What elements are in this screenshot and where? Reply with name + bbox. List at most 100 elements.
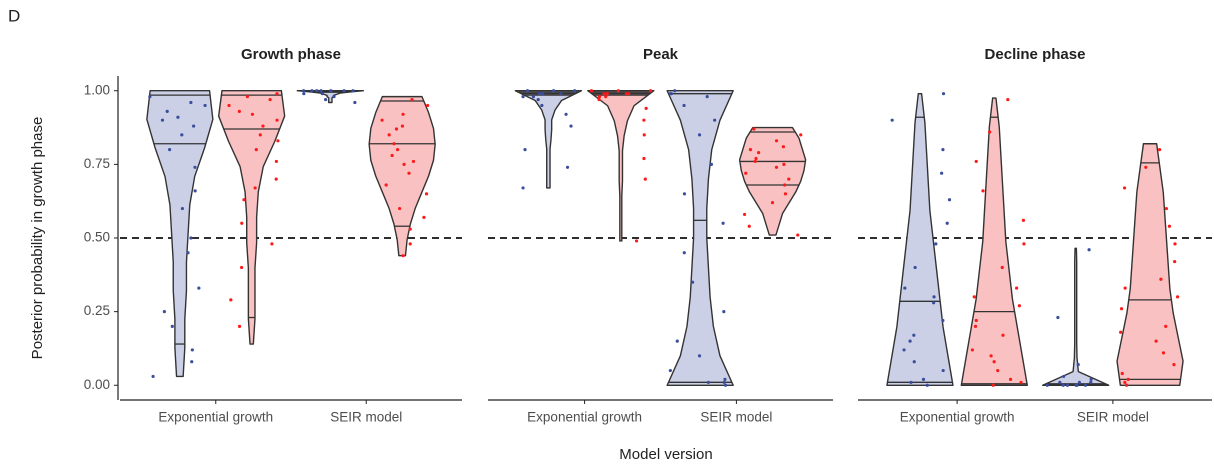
point bbox=[315, 89, 319, 93]
point bbox=[193, 189, 197, 193]
violin bbox=[666, 90, 734, 386]
point bbox=[342, 89, 346, 93]
point bbox=[250, 112, 255, 116]
point bbox=[753, 159, 757, 164]
point bbox=[752, 127, 756, 131]
violin bbox=[738, 126, 807, 236]
point bbox=[644, 106, 648, 110]
point bbox=[973, 324, 978, 328]
point bbox=[945, 221, 949, 225]
panel-label: D bbox=[8, 6, 20, 25]
point bbox=[722, 310, 726, 314]
y-tick-label: 0.50 bbox=[84, 230, 110, 245]
point bbox=[1123, 286, 1127, 290]
point bbox=[186, 251, 190, 255]
point bbox=[390, 153, 394, 158]
point bbox=[589, 89, 594, 93]
point bbox=[981, 189, 985, 193]
point bbox=[193, 165, 197, 169]
x-tick-label: Exponential growth bbox=[158, 410, 273, 425]
point bbox=[721, 221, 725, 225]
point bbox=[521, 186, 525, 190]
point bbox=[1074, 383, 1078, 387]
point bbox=[992, 360, 996, 364]
point bbox=[398, 206, 402, 211]
point bbox=[1120, 371, 1124, 376]
violin bbox=[368, 95, 436, 257]
point bbox=[996, 368, 1000, 373]
point bbox=[275, 118, 279, 122]
point bbox=[783, 192, 788, 196]
violin bbox=[217, 90, 286, 345]
point bbox=[713, 118, 717, 122]
point bbox=[697, 133, 702, 137]
point bbox=[1006, 97, 1010, 102]
point bbox=[240, 221, 244, 225]
point bbox=[525, 89, 530, 93]
point bbox=[1173, 242, 1177, 246]
point bbox=[941, 368, 945, 373]
point bbox=[1119, 307, 1124, 311]
point bbox=[1154, 339, 1158, 343]
point bbox=[253, 186, 257, 190]
x-tick-label: SEIR model bbox=[330, 410, 402, 425]
point bbox=[597, 97, 601, 102]
point bbox=[237, 324, 242, 328]
point bbox=[912, 333, 916, 337]
point bbox=[523, 148, 527, 152]
point bbox=[190, 360, 194, 364]
point bbox=[934, 242, 938, 246]
point bbox=[974, 159, 978, 164]
point bbox=[426, 103, 430, 108]
point bbox=[148, 95, 152, 99]
point bbox=[242, 198, 246, 202]
point bbox=[940, 171, 944, 175]
point bbox=[407, 171, 411, 175]
point bbox=[165, 109, 169, 113]
point bbox=[757, 150, 761, 155]
point bbox=[1173, 259, 1177, 264]
point bbox=[1126, 377, 1130, 381]
point bbox=[422, 215, 426, 219]
point bbox=[921, 377, 926, 381]
point bbox=[947, 198, 952, 202]
point bbox=[274, 159, 278, 164]
point bbox=[392, 142, 396, 146]
point bbox=[648, 89, 653, 93]
point bbox=[597, 95, 602, 99]
point bbox=[624, 92, 628, 96]
point bbox=[912, 360, 916, 364]
point bbox=[1089, 380, 1093, 384]
y-tick-label: 0.25 bbox=[84, 303, 110, 318]
point bbox=[551, 89, 556, 93]
point bbox=[691, 280, 695, 284]
point bbox=[189, 236, 193, 240]
point bbox=[353, 100, 357, 105]
point bbox=[401, 112, 405, 116]
point bbox=[643, 177, 647, 181]
point bbox=[387, 133, 391, 137]
point bbox=[705, 95, 709, 99]
point bbox=[1119, 330, 1123, 334]
point bbox=[319, 89, 323, 93]
x-tick-label: Exponential growth bbox=[527, 410, 642, 425]
point bbox=[972, 295, 976, 299]
point bbox=[240, 265, 244, 270]
point bbox=[902, 348, 906, 352]
point bbox=[770, 201, 775, 205]
point bbox=[988, 130, 992, 134]
point bbox=[1021, 218, 1026, 222]
point bbox=[521, 95, 525, 99]
point bbox=[329, 89, 333, 93]
point bbox=[781, 145, 785, 149]
point bbox=[616, 89, 620, 93]
point bbox=[932, 301, 936, 305]
violin bbox=[960, 97, 1028, 386]
point bbox=[151, 374, 155, 379]
point bbox=[634, 239, 639, 243]
point bbox=[402, 162, 406, 166]
point bbox=[748, 148, 753, 152]
point bbox=[913, 265, 917, 270]
point bbox=[675, 339, 679, 343]
point bbox=[162, 310, 166, 314]
